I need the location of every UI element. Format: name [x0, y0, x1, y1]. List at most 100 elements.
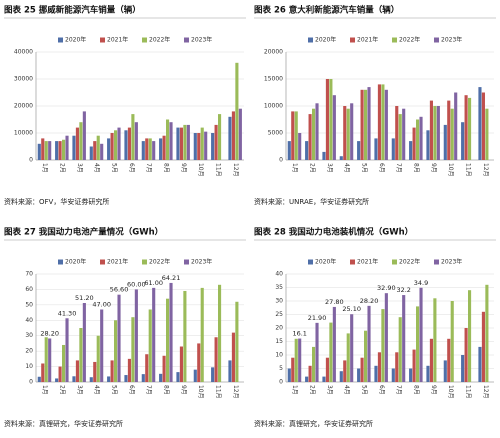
bar: [426, 365, 430, 382]
bar: [416, 306, 420, 382]
x-tick-label: 5月: [361, 385, 368, 395]
bar: [127, 127, 131, 160]
bar: [305, 141, 309, 160]
data-label: 61.00: [144, 279, 163, 287]
x-tick-label: 1月: [291, 163, 298, 173]
legend-label: 2023年: [441, 36, 462, 44]
bar: [82, 303, 86, 382]
x-tick-label: 7月: [395, 163, 402, 173]
legend-label: 2020年: [65, 36, 86, 44]
x-tick-label: 2月: [59, 385, 66, 395]
bar: [145, 354, 149, 382]
bar: [148, 138, 152, 160]
bar: [148, 309, 152, 382]
bar: [346, 333, 350, 382]
bar: [332, 95, 336, 160]
x-tick-label: 12月: [482, 385, 489, 399]
legend-swatch: [100, 259, 105, 265]
x-tick-label: 3月: [326, 385, 333, 395]
bar: [176, 127, 180, 160]
x-tick-label: 8月: [413, 163, 420, 173]
bar: [416, 119, 420, 160]
bar: [426, 130, 430, 160]
y-tick-label: 0: [29, 157, 33, 164]
bar: [58, 366, 62, 382]
bar: [381, 84, 385, 160]
legend-swatch: [142, 37, 147, 43]
bar: [124, 375, 128, 382]
legend-label: 2021年: [357, 258, 378, 266]
x-tick-label: 7月: [395, 385, 402, 395]
bar: [218, 114, 222, 160]
bar: [107, 376, 111, 382]
data-label: 32.2: [396, 286, 410, 294]
bar: [93, 361, 97, 382]
bar: [93, 141, 97, 160]
bar: [65, 318, 69, 382]
bar: [238, 108, 242, 160]
bar: [169, 282, 173, 382]
bar: [82, 111, 86, 160]
bar: [360, 357, 364, 382]
x-tick-label: 8月: [163, 163, 170, 173]
bar: [350, 314, 354, 382]
legend-label: 2021年: [357, 36, 378, 44]
bar: [179, 346, 183, 382]
bar: [214, 124, 218, 160]
bar: [384, 89, 388, 160]
chart-title: 图表 27 我国动力电池产量情况（GWh）: [4, 227, 163, 238]
x-tick-label: 4月: [93, 163, 100, 173]
bar: [72, 135, 76, 160]
legend-label: 2022年: [399, 36, 420, 44]
y-tick-label: 40: [25, 317, 33, 324]
bar: [179, 127, 183, 160]
bar: [298, 338, 302, 382]
legend-label: 2020年: [315, 258, 336, 266]
bar: [443, 360, 447, 382]
data-label: 27.80: [325, 298, 344, 306]
bar: [79, 328, 83, 382]
bar: [134, 289, 138, 382]
x-tick-label: 3月: [326, 163, 333, 173]
bar: [127, 358, 131, 382]
bar: [117, 294, 121, 382]
bar: [72, 376, 76, 382]
source-note: 资料来源：真锂研究，华安证券研究所: [254, 419, 373, 428]
data-label: 28.20: [360, 297, 379, 305]
bar: [454, 92, 458, 160]
data-label: 34.9: [414, 279, 428, 287]
data-label: 28.20: [40, 329, 59, 337]
bar: [384, 293, 388, 382]
bar: [391, 368, 395, 382]
bar: [41, 138, 45, 160]
y-tick-label: 20000: [14, 103, 33, 110]
bar: [367, 305, 371, 382]
bar: [183, 290, 187, 382]
x-tick-label: 3月: [76, 163, 83, 173]
bar: [214, 337, 218, 382]
data-label: 21.90: [308, 314, 327, 322]
x-tick-label: 11月: [215, 385, 222, 399]
y-tick-label: 5: [279, 365, 283, 372]
x-tick-label: 11月: [465, 163, 472, 177]
bar: [193, 133, 197, 160]
bar: [433, 106, 437, 160]
x-tick-label: 9月: [430, 385, 437, 395]
bar: [141, 374, 145, 382]
y-tick-label: 30: [25, 332, 33, 339]
bar: [79, 122, 83, 160]
bar: [193, 369, 197, 382]
x-tick-label: 6月: [378, 385, 385, 395]
bar: [374, 138, 378, 160]
x-tick-label: 12月: [232, 385, 239, 399]
x-tick-label: 6月: [128, 163, 135, 173]
bar: [322, 151, 326, 160]
x-tick-label: 1月: [291, 385, 298, 395]
bar: [412, 127, 416, 160]
x-tick-label: 6月: [378, 163, 385, 173]
bar: [96, 335, 100, 382]
bar: [166, 119, 170, 160]
legend-label: 2023年: [191, 258, 212, 266]
bar: [436, 106, 440, 160]
bar: [443, 124, 447, 160]
